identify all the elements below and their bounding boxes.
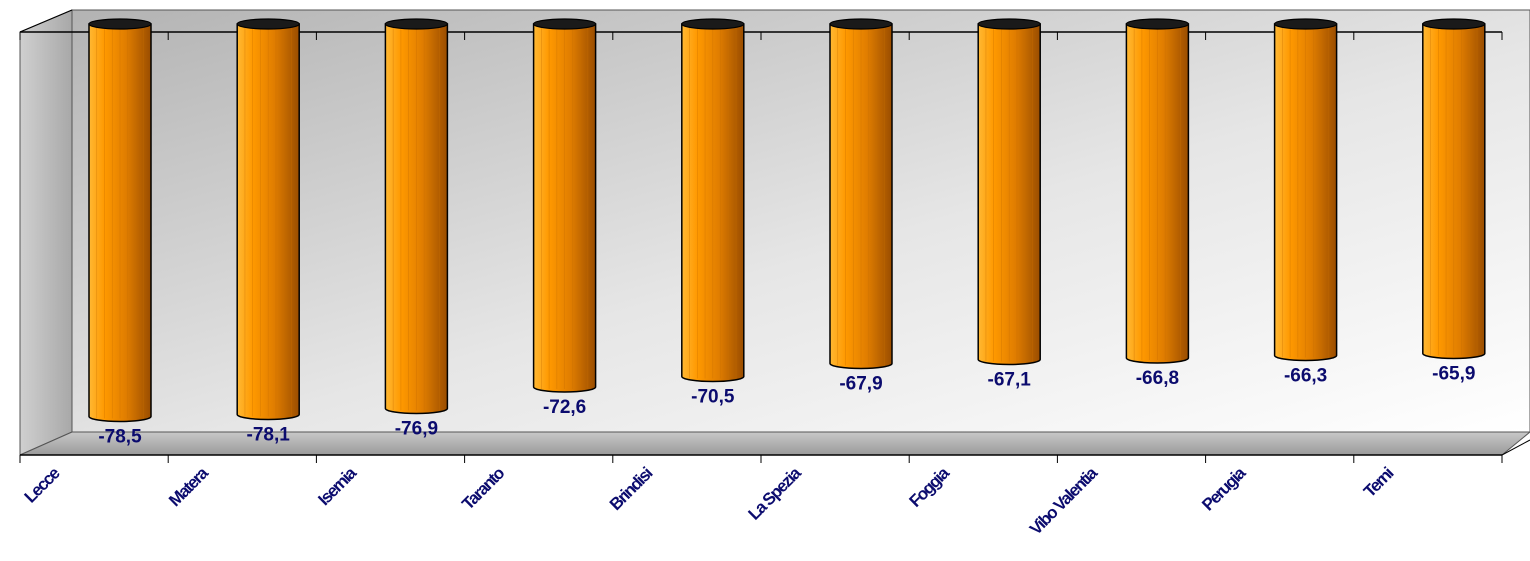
value-label: -78,1 xyxy=(247,425,291,446)
value-label: -72,6 xyxy=(543,397,586,418)
value-label: -67,9 xyxy=(839,374,882,395)
bar-taranto xyxy=(532,18,597,393)
category-label: Brindisi xyxy=(606,464,656,514)
zero-axis-depth xyxy=(19,9,73,33)
bar-perugia xyxy=(1273,18,1338,362)
bar-top xyxy=(384,18,448,30)
value-label: -67,1 xyxy=(988,370,1032,391)
bar-top xyxy=(532,18,597,30)
bar-top xyxy=(88,18,152,30)
value-label: -65,9 xyxy=(1432,364,1475,385)
category-label: Vibo Valentia xyxy=(1026,463,1102,539)
value-label: -66,3 xyxy=(1284,366,1327,387)
bar-top xyxy=(1125,18,1190,30)
category-axis-depth xyxy=(1501,439,1530,456)
bar-top xyxy=(1273,18,1338,30)
category-label: Lecce xyxy=(21,464,64,507)
bars xyxy=(88,18,1486,423)
category-label: Terni xyxy=(1360,464,1397,501)
bar-lecce xyxy=(88,18,152,423)
category-label: Isernia xyxy=(314,463,360,509)
bar-top xyxy=(1422,18,1486,30)
category-label: Taranto xyxy=(458,464,508,514)
bar-top xyxy=(829,18,893,30)
bar-isernia xyxy=(384,18,449,415)
bar-brindisi xyxy=(681,18,745,383)
bar-la-spezia xyxy=(829,18,893,370)
bar-matera xyxy=(236,18,300,421)
value-label: -76,9 xyxy=(395,419,438,440)
value-label: -66,8 xyxy=(1136,368,1179,389)
bar-foggia xyxy=(977,18,1041,366)
value-label: -78,5 xyxy=(98,427,142,448)
bar-top xyxy=(977,18,1041,30)
bar-top xyxy=(236,18,300,30)
value-labels: -78,5 -78,1 -76,9 -72,6 -70,5 -67,9 -67,1 -66,8… xyxy=(98,364,1475,448)
side-wall xyxy=(19,9,73,456)
category-label: Matera xyxy=(165,463,212,510)
bar-vibo-valentia xyxy=(1125,18,1190,364)
category-labels: Lecce Matera Isernia Taranto Brindisi La Spez… xyxy=(21,463,1398,539)
category-label: La Spezia xyxy=(744,463,805,524)
category-label: Perugia xyxy=(1198,463,1250,515)
bar-terni xyxy=(1422,18,1486,360)
category-label: Foggia xyxy=(906,463,954,511)
value-label: -70,5 xyxy=(691,387,735,408)
bar-top xyxy=(681,18,745,30)
